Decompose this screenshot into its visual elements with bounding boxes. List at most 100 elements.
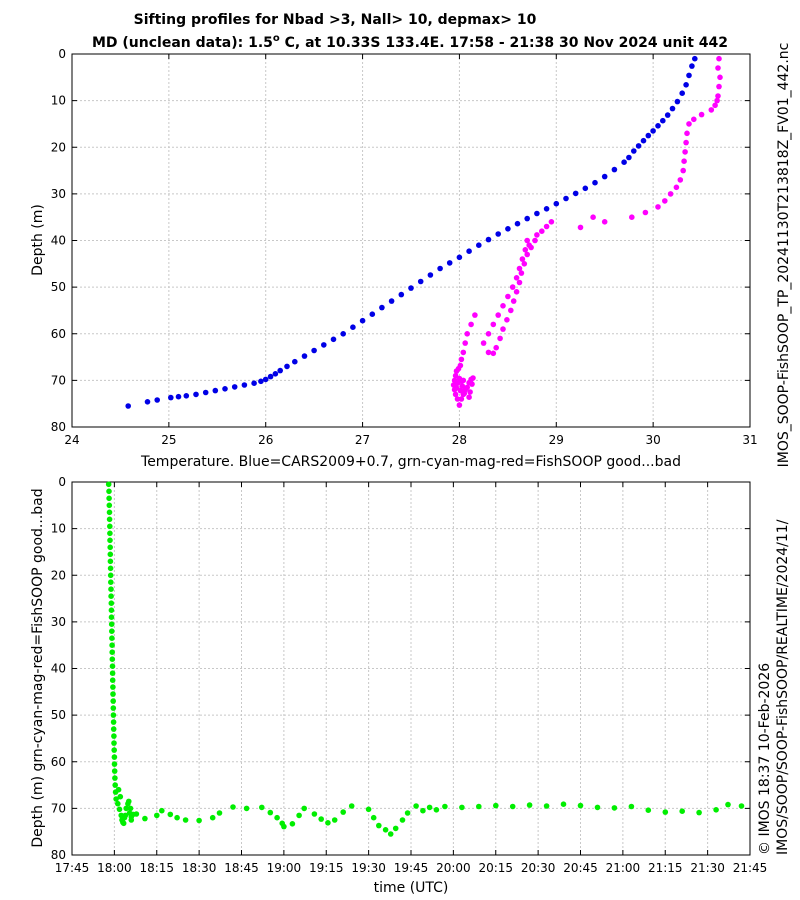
temperature-magenta-point [518, 270, 525, 276]
time-green-point [611, 805, 618, 811]
time-green-point [116, 806, 123, 813]
time-green-point [110, 726, 117, 732]
time-y-tick-label: 50 [51, 708, 66, 722]
temperature-blue-point [611, 166, 618, 173]
temperature-blue-point [168, 394, 174, 401]
temperature-magenta-point [667, 191, 674, 197]
temperature-blue-point [664, 112, 671, 118]
temperature-blue-point [427, 272, 434, 278]
time-green-point [594, 804, 601, 811]
temperature-x-tick-label: 28 [452, 433, 467, 447]
temperature-magenta-point [480, 340, 487, 346]
temperature-blue-point [626, 154, 632, 161]
temperature-blue-point [683, 82, 689, 88]
side-filename-text: IMOS_SOOP-FishSOOP_TP_20241130T213818Z_F… [776, 43, 792, 468]
temperature-y-tick-label: 40 [51, 234, 66, 248]
temperature-magenta-point [509, 284, 516, 290]
temperature-magenta-point [526, 242, 532, 248]
temperature-magenta-point [532, 237, 538, 244]
time-green-point [106, 509, 113, 516]
time-x-axis-label: time (UTC) [374, 880, 449, 896]
time-points [105, 481, 745, 837]
time-green-point [108, 579, 114, 585]
temperature-y-tick-label: 50 [51, 280, 66, 294]
time-green-point [107, 558, 114, 565]
temperature-magenta-point [456, 402, 463, 408]
temperature-magenta-point [467, 389, 473, 395]
time-green-point [230, 804, 236, 810]
time-green-point [413, 803, 419, 809]
temperature-y-tick-label: 30 [51, 187, 66, 201]
temperature-y-tick-label: 70 [51, 373, 66, 387]
time-green-point [459, 804, 465, 811]
time-green-point [370, 814, 377, 821]
time-y-tick-label: 80 [51, 848, 66, 862]
temperature-magenta-point [662, 198, 668, 204]
temperature-y-tick-label: 10 [51, 94, 66, 108]
temperature-magenta-point [505, 293, 511, 300]
temperature-magenta-point [513, 275, 520, 281]
temperature-magenta-point [500, 303, 506, 309]
temperature-magenta-point [508, 307, 514, 314]
temperature-x-tick-label: 31 [742, 433, 757, 447]
time-green-point [713, 807, 719, 813]
time-green-point [111, 733, 117, 739]
temperature-magenta-point [470, 375, 476, 381]
temperature-magenta-point [686, 121, 692, 127]
temperature-magenta-point [460, 377, 467, 384]
temperature-magenta-point [454, 396, 461, 402]
temperature-blue-point [340, 331, 347, 337]
time-green-point [387, 831, 394, 837]
time-green-point [108, 614, 115, 620]
time-green-point [107, 530, 113, 537]
time-green-point [301, 805, 308, 812]
time-y-axis-label: Depth (m) grn-cyan-mag-red=FishSOOP good… [30, 488, 46, 847]
temperature-y-axis-label: Depth (m) [30, 204, 46, 276]
temperature-x-axis-label: Temperature. Blue=CARS2009+0.7, grn-cyan… [140, 454, 681, 470]
time-green-point [115, 786, 122, 793]
time-green-point [107, 544, 113, 551]
time-x-tick-label: 21:15 [648, 861, 683, 875]
temperature-blue-point [125, 403, 131, 409]
temperature-blue-point [272, 371, 279, 377]
temperature-blue-point [635, 143, 642, 149]
temperature-magenta-point [495, 312, 502, 318]
temperature-magenta-point [516, 279, 523, 286]
temperature-magenta-point [677, 177, 684, 183]
temperature-blue-point [398, 291, 405, 298]
temperature-x-tick-label: 29 [549, 433, 564, 447]
temperature-blue-point [408, 285, 414, 291]
temperature-blue-point [485, 236, 492, 243]
temperature-blue-point [534, 210, 540, 217]
temperature-blue-point [241, 382, 248, 388]
time-green-point [543, 803, 550, 809]
time-green-point [560, 801, 567, 807]
time-x-tick-label: 20:15 [478, 861, 513, 875]
time-green-point [133, 811, 140, 817]
side-credit-text: © IMOS 18:37 10-Feb-2026 [757, 663, 773, 855]
time-y-tick-label: 20 [51, 568, 66, 582]
temperature-magenta-point [457, 387, 464, 394]
time-green-point [123, 805, 129, 812]
temperature-magenta-point [673, 184, 680, 191]
time-y-tick-label: 60 [51, 755, 66, 769]
temperature-blue-point [193, 391, 199, 398]
time-green-point [106, 495, 112, 502]
temperature-magenta-point [485, 331, 492, 337]
chart-title-line2-prefix: MD (unclean data): 1.5 [92, 35, 273, 51]
time-ticks: 17:45 18:00 18:15 18:30 18:45 19:00 19:15 19:30… [51, 475, 768, 875]
temperature-blue-point [686, 72, 692, 79]
time-green-point [159, 807, 165, 814]
temperature-magenta-point [524, 237, 530, 244]
time-green-point [382, 827, 389, 833]
temperature-blue-point [437, 265, 443, 272]
time-green-point [365, 806, 372, 813]
time-x-tick-label: 21:00 [606, 861, 641, 875]
time-green-point [577, 802, 584, 809]
temperature-magenta-point [717, 74, 723, 81]
temperature-blue-point [446, 260, 453, 266]
time-green-point [167, 811, 174, 818]
time-green-point [274, 814, 280, 821]
temperature-magenta-point [629, 214, 635, 220]
